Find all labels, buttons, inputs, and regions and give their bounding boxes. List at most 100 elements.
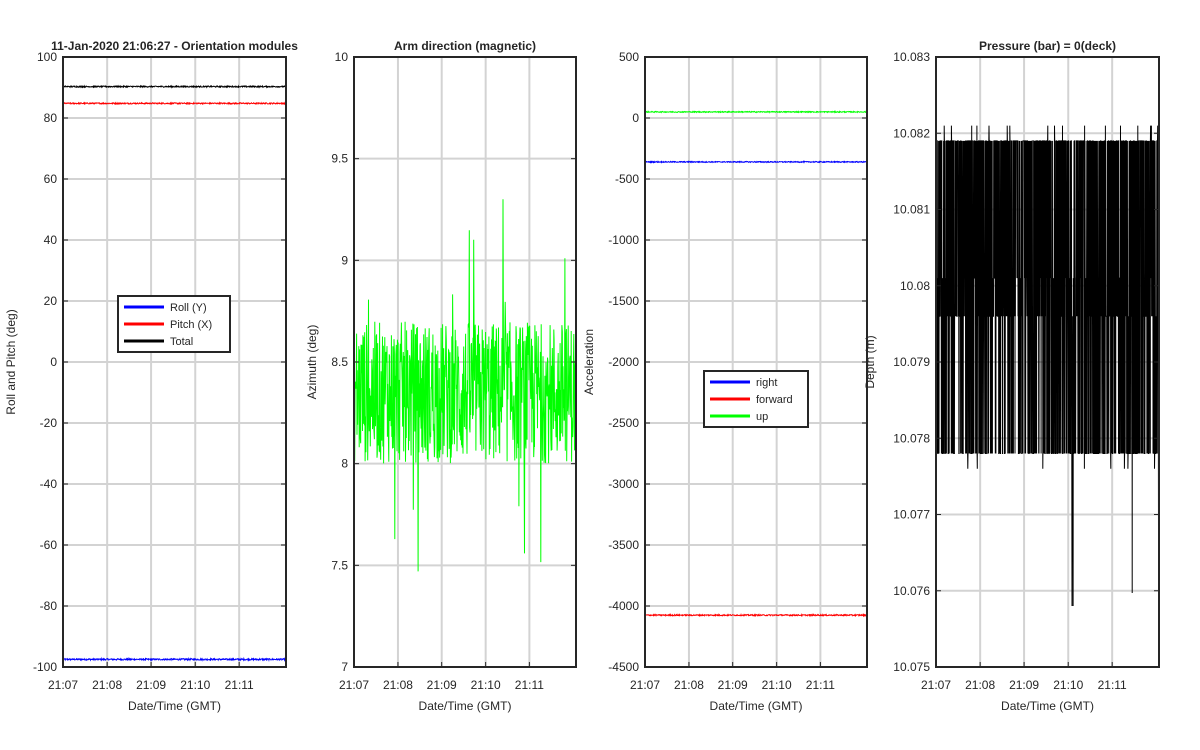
orientation-x-ticks: 21:07 21:08 21:09 21:10 21:11 (48, 662, 254, 692)
series-line-trace (353, 199, 577, 572)
arm-direction-panel: 7 7.5 8 8.5 9 9.5 10 21:07 21:08 21:09 21:10 21:11… (305, 39, 577, 713)
series-line-forward (644, 613, 868, 618)
y-tick-label: 500 (619, 50, 639, 64)
orientation-grid (62, 56, 286, 668)
orientation-y-ticks: -100 -80 -60 -40 -20 0 20 40 60 80 100 (33, 50, 286, 674)
arm-direction-x-ticks: 21:07 21:08 21:09 21:10 21:11 (339, 662, 544, 692)
legend-label-right: right (756, 377, 777, 389)
pressure-series-lines (935, 125, 1160, 607)
x-tick-label: 21:10 (1053, 678, 1083, 692)
series-line-up (644, 110, 868, 114)
y-tick-label: -40 (40, 477, 58, 491)
orientation-legend: Roll (Y) Pitch (X) Total (117, 295, 231, 353)
y-tick-label: 7.5 (331, 558, 348, 572)
acceleration-panel: -4500 -4000 -3500 -3000 -2500 -2000 -1500 -1000… (582, 50, 868, 713)
x-tick-label: 21:11 (806, 678, 835, 692)
arm-direction-x-label: Date/Time (GMT) (419, 699, 512, 713)
y-tick-label: -20 (40, 416, 58, 430)
orientation-x-label: Date/Time (GMT) (128, 699, 221, 713)
x-tick-label: 21:07 (630, 678, 660, 692)
y-tick-label: 8 (341, 457, 348, 471)
legend-label-forward: forward (756, 394, 793, 406)
acceleration-y-ticks: -4500 -4000 -3500 -3000 -2500 -2000 -1500 -1000… (608, 50, 867, 674)
y-tick-label: -80 (40, 599, 58, 613)
y-tick-label: 10.08 (900, 279, 930, 293)
y-tick-label: 40 (44, 233, 58, 247)
y-tick-label: 10.078 (893, 431, 930, 445)
y-tick-label: 20 (44, 294, 58, 308)
y-tick-label: 0 (632, 111, 639, 125)
x-tick-label: 21:10 (471, 678, 501, 692)
y-tick-label: 7 (341, 660, 348, 674)
pressure-y-ticks: 10.075 10.076 10.077 10.078 10.079 10.08 10.08… (893, 50, 1159, 674)
y-tick-label: -4000 (608, 599, 639, 613)
series-line-total (62, 84, 287, 89)
series-line-right (644, 160, 868, 164)
y-tick-label: 10 (335, 50, 349, 64)
y-tick-label: 10.079 (893, 355, 930, 369)
y-tick-label: 100 (37, 50, 57, 64)
arm-direction-y-ticks: 7 7.5 8 8.5 9 9.5 10 (331, 50, 576, 674)
y-tick-label: 9 (341, 253, 348, 267)
legend-label-up: up (756, 411, 768, 423)
x-tick-label: 21:08 (383, 678, 413, 692)
arm-direction-y-label: Azimuth (deg) (305, 325, 319, 400)
acceleration-y-label: Acceleration (582, 329, 596, 395)
orientation-title: 11-Jan-2020 21:06:27 - Orientation modul… (51, 39, 298, 53)
y-tick-label: 10.076 (893, 584, 930, 598)
pressure-title: Pressure (bar) = 0(deck) (979, 39, 1116, 53)
x-tick-label: 21:09 (136, 678, 166, 692)
orientation-y-label: Roll and Pitch (deg) (4, 309, 18, 414)
y-tick-label: -500 (615, 172, 639, 186)
legend-label-roll: Roll (Y) (170, 302, 207, 314)
legend-label-total: Total (170, 336, 193, 348)
acceleration-x-label: Date/Time (GMT) (710, 699, 803, 713)
y-tick-label: -3500 (608, 538, 639, 552)
acceleration-legend: right forward up (703, 370, 809, 428)
pressure-x-ticks: 21:07 21:08 21:09 21:10 21:11 (921, 662, 1127, 692)
y-tick-label: -60 (40, 538, 58, 552)
series-line-roll-y (62, 656, 287, 662)
y-tick-label: -100 (33, 660, 57, 674)
y-tick-label: -1000 (608, 233, 639, 247)
orientation-series-lines (62, 84, 287, 662)
y-tick-label: 10.083 (893, 50, 930, 64)
y-tick-label: 60 (44, 172, 58, 186)
y-tick-label: -3000 (608, 477, 639, 491)
x-tick-label: 21:09 (427, 678, 457, 692)
y-tick-label: 10.075 (893, 660, 930, 674)
acceleration-x-ticks: 21:07 21:08 21:09 21:10 21:11 (630, 662, 835, 692)
y-tick-label: 10.077 (893, 508, 930, 522)
y-tick-label: -2000 (608, 355, 639, 369)
x-tick-label: 21:07 (48, 678, 78, 692)
x-tick-label: 21:11 (1098, 678, 1127, 692)
pressure-y-label: Depth (m) (863, 335, 877, 388)
arm-direction-series-lines (353, 199, 577, 572)
x-tick-label: 21:11 (225, 678, 254, 692)
orientation-plot-area (0, 0, 1, 1)
x-tick-label: 21:07 (339, 678, 369, 692)
x-tick-label: 21:08 (674, 678, 704, 692)
y-tick-label: -4500 (608, 660, 639, 674)
y-tick-label: 10.082 (893, 126, 930, 140)
pressure-x-label: Date/Time (GMT) (1001, 699, 1094, 713)
x-tick-label: 21:09 (718, 678, 748, 692)
y-tick-label: -2500 (608, 416, 639, 430)
y-tick-label: 80 (44, 111, 58, 125)
pressure-panel: 10.075 10.076 10.077 10.078 10.079 10.08 10.08… (863, 39, 1160, 713)
x-tick-label: 21:10 (180, 678, 210, 692)
acceleration-grid (644, 56, 867, 668)
x-tick-label: 21:09 (1009, 678, 1039, 692)
x-tick-label: 21:08 (92, 678, 122, 692)
series-line-trace (935, 125, 1160, 607)
legend-label-pitch: Pitch (X) (170, 319, 212, 331)
y-tick-label: -1500 (608, 294, 639, 308)
y-tick-label: 0 (50, 355, 57, 369)
y-tick-label: 8.5 (331, 355, 348, 369)
arm-direction-title: Arm direction (magnetic) (394, 39, 536, 53)
series-line-pitch-x (62, 101, 287, 106)
x-tick-label: 21:08 (965, 678, 995, 692)
y-tick-label: 9.5 (331, 152, 348, 166)
